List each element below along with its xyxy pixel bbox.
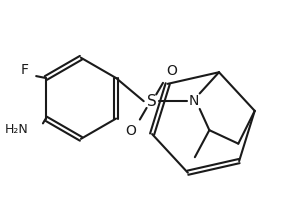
Text: O: O [166, 64, 177, 78]
Text: S: S [147, 94, 156, 109]
Text: F: F [21, 63, 29, 77]
Text: O: O [126, 124, 137, 138]
Text: N: N [189, 94, 199, 108]
Text: H₂N: H₂N [5, 123, 28, 136]
